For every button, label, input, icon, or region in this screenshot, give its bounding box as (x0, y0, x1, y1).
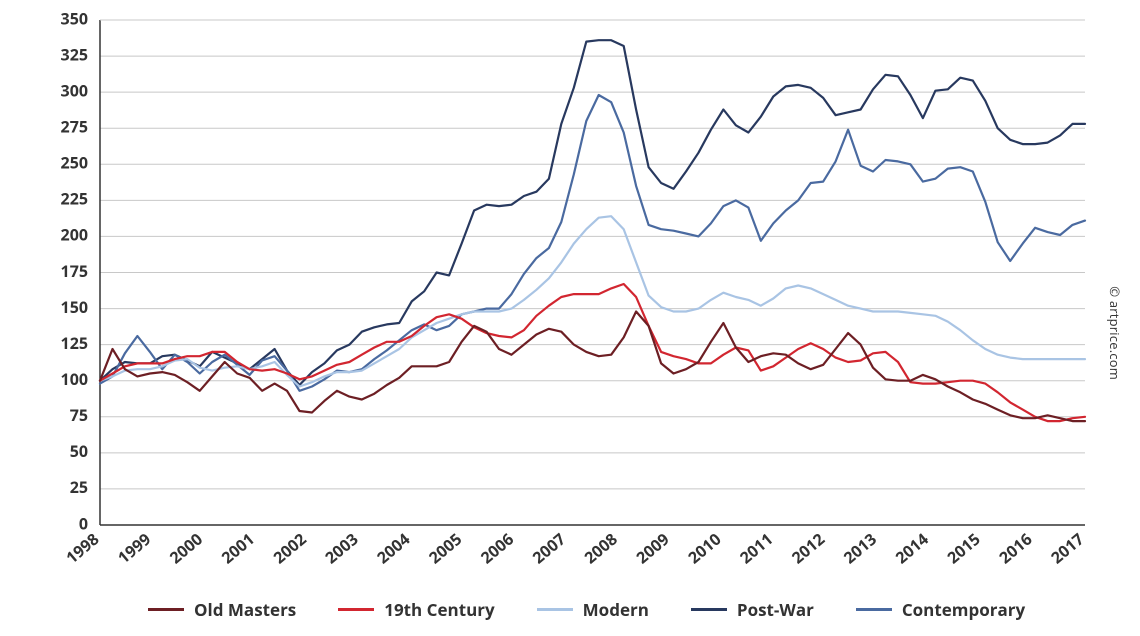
x-axis-tick-label: 2002 (268, 528, 310, 568)
x-axis-tick-label: 2009 (631, 528, 673, 568)
x-axis-tick: 1998 (61, 528, 103, 568)
x-axis-tick-label: 2014 (891, 528, 933, 568)
x-axis-tick-label: 2003 (320, 528, 362, 568)
y-axis-tick-label: 125 (61, 332, 88, 354)
legend-item-modern: Modern (537, 598, 649, 621)
x-axis-tick: 2000 (165, 528, 207, 568)
x-axis-tick-label: 1999 (113, 528, 155, 568)
x-axis-tick: 2005 (424, 528, 466, 568)
legend-swatch (856, 608, 892, 611)
legend-swatch (537, 608, 573, 611)
y-axis-tick-label: 350 (61, 7, 88, 29)
legend-label: Contemporary (902, 598, 1025, 621)
y-axis-tick-label: 225 (61, 188, 88, 210)
x-axis-tick-label: 2001 (217, 528, 259, 568)
legend-swatch (148, 608, 184, 611)
series-19th-century (100, 284, 1085, 421)
x-axis-tick: 2009 (631, 528, 673, 568)
legend-item-old-masters: Old Masters (148, 598, 296, 621)
line-chart: 0255075100125150175200225250275300325350… (0, 0, 1140, 636)
x-axis-tick: 2011 (735, 528, 777, 568)
legend-label: Old Masters (194, 598, 296, 621)
x-axis-tick: 2004 (372, 528, 414, 568)
x-axis-tick: 2007 (528, 528, 570, 568)
legend-label: Modern (583, 598, 649, 621)
series-modern (100, 216, 1085, 386)
series-old-masters (100, 312, 1085, 422)
x-axis-tick: 2013 (839, 528, 881, 568)
x-axis-tick: 2014 (891, 528, 933, 568)
x-axis-tick: 2017 (1046, 528, 1088, 568)
legend-swatch (338, 608, 374, 611)
x-axis-tick: 2006 (476, 528, 518, 568)
x-axis-tick: 2016 (994, 528, 1036, 568)
legend-label: Post-War (737, 598, 814, 621)
legend-item-19th-century: 19th Century (338, 598, 494, 621)
chart-stage: 0255075100125150175200225250275300325350… (0, 0, 1140, 636)
y-axis-tick-label: 50 (70, 440, 88, 462)
x-axis-tick-label: 2000 (165, 528, 207, 568)
x-axis-tick-label: 2016 (994, 528, 1036, 568)
x-axis-tick: 2010 (683, 528, 725, 568)
legend-item-post-war: Post-War (691, 598, 814, 621)
x-axis-tick: 2015 (942, 528, 984, 568)
y-axis-tick-label: 75 (70, 404, 88, 426)
x-axis-tick-label: 2011 (735, 528, 777, 568)
x-axis-tick-label: 2007 (528, 528, 570, 568)
x-axis-tick-label: 2005 (424, 528, 466, 568)
y-axis-tick-label: 275 (61, 115, 88, 137)
x-axis-tick-label: 2012 (787, 528, 829, 568)
x-axis-tick: 2012 (787, 528, 829, 568)
x-axis-tick: 2003 (320, 528, 362, 568)
x-axis-tick-label: 2010 (683, 528, 725, 568)
series-contemporary (100, 95, 1085, 391)
y-axis-tick-label: 250 (61, 152, 88, 174)
x-axis-tick: 2008 (579, 528, 621, 568)
y-axis-tick-label: 100 (61, 368, 88, 390)
x-axis-tick-label: 2013 (839, 528, 881, 568)
x-axis-tick-label: 2015 (942, 528, 984, 568)
x-axis-tick: 2001 (217, 528, 259, 568)
y-axis-tick-label: 150 (61, 296, 88, 318)
x-axis-tick-label: 1998 (61, 528, 103, 568)
credit-text: © artprice.com (1106, 286, 1124, 380)
legend: Old Masters 19th Century Modern Post-War Con… (148, 598, 1025, 621)
x-axis-tick: 1999 (113, 528, 155, 568)
legend-item-contemporary: Contemporary (856, 598, 1025, 621)
x-axis-tick-label: 2004 (372, 528, 414, 568)
y-axis-tick-label: 200 (61, 224, 88, 246)
y-axis-tick-label: 300 (61, 79, 88, 101)
x-axis-tick-label: 2008 (579, 528, 621, 568)
x-axis-tick-label: 2006 (476, 528, 518, 568)
legend-label: 19th Century (384, 598, 494, 621)
x-axis-tick-label: 2017 (1046, 528, 1088, 568)
y-axis-tick-label: 325 (61, 43, 88, 65)
y-axis-tick-label: 25 (70, 476, 88, 498)
y-axis-tick-label: 175 (61, 260, 88, 282)
x-axis-tick: 2002 (268, 528, 310, 568)
legend-swatch (691, 608, 727, 611)
